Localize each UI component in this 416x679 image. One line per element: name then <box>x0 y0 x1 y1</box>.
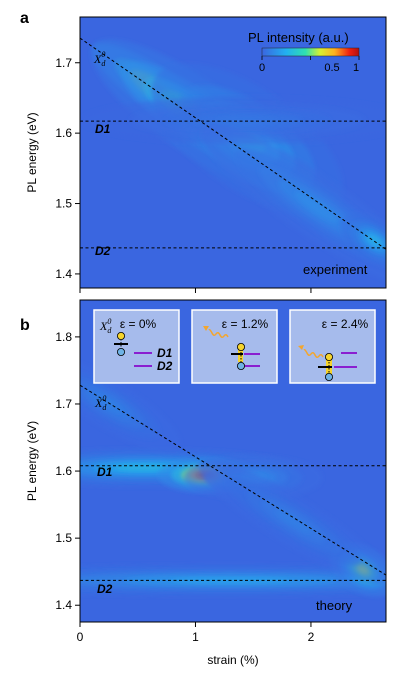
inset-2: ε = 1.2% <box>191 309 278 384</box>
inset-2-strain-label: ε = 1.2% <box>222 317 269 331</box>
panel-a-colorbar-label-1: 0.5 <box>324 62 339 74</box>
panel-b-exciton-label-main: X <box>94 396 103 410</box>
panel-a-corner-label: experiment <box>303 262 368 277</box>
inset-1: Xd0 ε = 0% D1 D2 <box>93 309 180 384</box>
panel-a-colorbar-label-2: 1 <box>353 62 359 74</box>
panel-b-corner-label: theory <box>316 598 353 613</box>
panel-b-heat-layer <box>95 394 123 414</box>
panel-b-lines <box>80 384 386 581</box>
panel-a-y-tick-label: 1.7 <box>55 56 72 70</box>
panel-a-frame <box>79 16 387 289</box>
panel-b: 1.4 1.5 1.6 1.7 1.8 0 1 2 PL energy (eV) strain… <box>25 299 387 667</box>
panel-a-d2-label: D2 <box>95 244 111 258</box>
panel-a-y-axis-label: PL energy (eV) <box>25 112 39 192</box>
panel-b-y-axis-label: PL energy (eV) <box>25 421 39 501</box>
panel-b-frame <box>79 299 387 623</box>
panel-a-exciton-label-sub: d <box>101 59 106 68</box>
panel-a-heat-layer <box>295 191 339 223</box>
panel-b-x-tick-label: 1 <box>192 630 199 644</box>
inset-1-strain-label: ε = 0% <box>120 317 157 331</box>
panel-a-heat-layer <box>216 116 279 125</box>
panel-b-y-tick-label: 1.8 <box>55 330 72 344</box>
inset-2-box <box>191 309 278 384</box>
panel-b-exciton-label-sup: 0 <box>102 394 106 403</box>
panel-a-d1-label: D1 <box>95 122 111 136</box>
inset-1-exciton-label-sub: d <box>107 326 112 335</box>
panel-b-exciton-label: Xd0 <box>94 394 107 412</box>
inset-2-electron <box>236 342 245 351</box>
inset-1-exciton-label-sup: 0 <box>107 317 111 326</box>
panel-a-colorbar-label-0: 0 <box>259 62 265 74</box>
inset-3-hole <box>324 372 333 381</box>
panel-letter-a: a <box>20 10 29 27</box>
panel-a-colorbar: PL intensity (a.u.) 0 0.5 1 <box>248 30 360 74</box>
panel-a-exciton-dashed-line <box>80 37 386 250</box>
panel-letter-b: b <box>20 317 30 334</box>
inset-3: ε = 2.4% <box>289 309 376 384</box>
inset-3-strain-label: ε = 2.4% <box>322 317 369 331</box>
panel-b-x-axis-label: strain (%) <box>207 653 258 667</box>
panel-b-heat-feature-3 <box>80 564 386 597</box>
panel-b-exciton-label-sub: d <box>102 403 107 412</box>
inset-3-electron <box>324 352 333 361</box>
panel-a-y-tick-label: 1.4 <box>55 267 72 281</box>
panel-b-heat-layer <box>275 509 312 534</box>
panel-b-d2-label: D2 <box>97 582 113 596</box>
inset-1-d1-label: D1 <box>157 346 173 360</box>
panel-a-colorbar-title: PL intensity (a.u.) <box>248 30 349 45</box>
panel-a-exciton-label: Xd0 <box>93 50 106 68</box>
panel-a-lines <box>80 37 386 250</box>
inset-1-electron <box>117 331 126 340</box>
inset-1-box <box>93 309 180 384</box>
panel-a-y-tick-label: 1.6 <box>55 126 72 140</box>
inset-1-exciton-label-main: X <box>99 319 108 333</box>
panel-a: 1.4 1.5 1.6 1.7 PL energy (eV) experiment X… <box>25 16 387 293</box>
inset-1-d2-label: D2 <box>157 359 173 373</box>
panel-b-y-tick-label: 1.7 <box>55 397 72 411</box>
panel-a-heatmap <box>81 39 386 288</box>
inset-2-photon-wave <box>208 329 229 339</box>
panel-b-heat-feature-6 <box>198 459 386 584</box>
inset-1-hole <box>117 347 126 356</box>
inset-2-hole <box>236 361 245 370</box>
inset-3-box <box>289 309 376 384</box>
panel-a-heat-feature-3 <box>81 96 386 145</box>
inset-1-exciton-label: Xd0 <box>99 317 112 335</box>
panel-b-y-tick-label: 1.5 <box>55 531 72 545</box>
panel-b-axes: 1.4 1.5 1.6 1.7 1.8 0 1 2 <box>55 330 314 644</box>
panel-b-y-tick-label: 1.4 <box>55 598 72 612</box>
panel-b-d1-label: D1 <box>97 465 113 479</box>
inset-2-photon-arrowhead <box>203 326 209 331</box>
inset-3-photon-arrowhead <box>298 345 304 350</box>
inset-3-photon-wave <box>303 349 324 359</box>
panel-b-heatmap <box>80 355 386 597</box>
panel-a-exciton-label-main: X <box>93 52 102 66</box>
panel-b-y-tick-label: 1.6 <box>55 464 72 478</box>
panel-a-y-tick-label: 1.5 <box>55 197 72 211</box>
panel-a-exciton-label-sup: 0 <box>101 50 105 59</box>
panel-a-colorbar-gradient <box>261 47 360 57</box>
panel-a-axes: 1.4 1.5 1.6 1.7 <box>55 56 312 293</box>
panel-b-x-tick-label: 2 <box>308 630 315 644</box>
panel-b-x-tick-label: 0 <box>77 630 84 644</box>
